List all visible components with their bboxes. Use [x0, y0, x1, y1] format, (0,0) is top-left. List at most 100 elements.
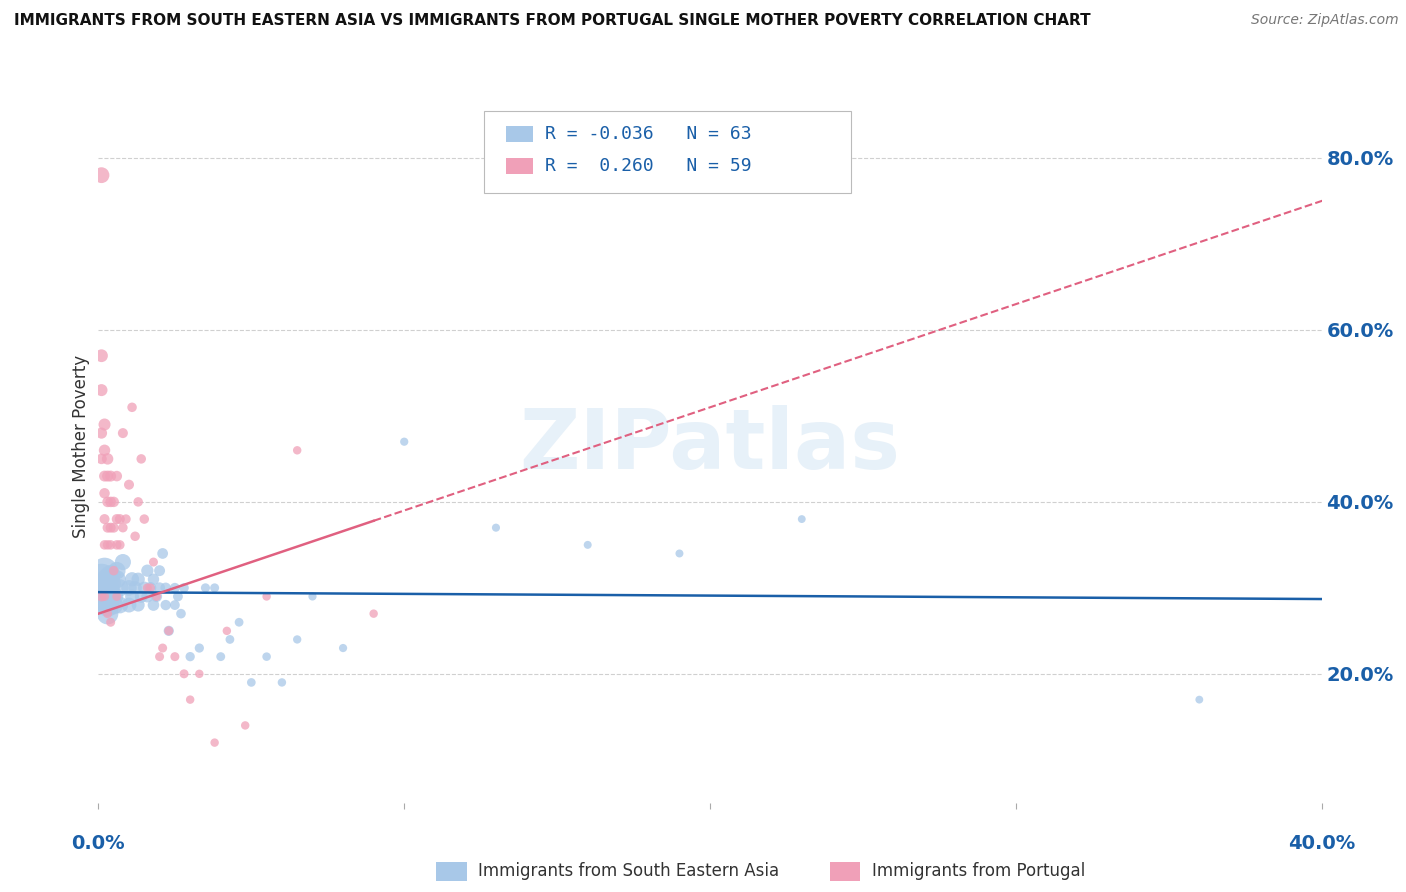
Text: R =  0.260   N = 59: R = 0.260 N = 59: [546, 157, 752, 175]
Point: [301, 590, 323, 604]
Point: [129, 451, 152, 466]
Point: [179, 692, 201, 706]
Point: [118, 581, 141, 595]
Point: [139, 581, 162, 595]
Point: [97, 607, 120, 621]
Point: [127, 598, 149, 612]
Point: [121, 572, 143, 586]
FancyBboxPatch shape: [506, 127, 533, 142]
Point: [392, 434, 416, 449]
Point: [363, 607, 385, 621]
Point: [127, 495, 149, 509]
Point: [111, 555, 134, 569]
Point: [155, 581, 177, 595]
Point: [93, 443, 115, 458]
Point: [124, 581, 146, 595]
Point: [90, 585, 112, 599]
Point: [97, 451, 120, 466]
Point: [157, 624, 180, 638]
Point: [118, 477, 141, 491]
Point: [115, 512, 138, 526]
Point: [90, 572, 112, 586]
Point: [179, 649, 201, 664]
Text: ZIPatlas: ZIPatlas: [520, 406, 900, 486]
Point: [121, 590, 143, 604]
Point: [285, 632, 308, 647]
Point: [93, 469, 115, 483]
Point: [485, 521, 508, 535]
Point: [108, 581, 131, 595]
Point: [90, 426, 112, 441]
Point: [142, 598, 165, 612]
Point: [105, 512, 128, 526]
Point: [90, 168, 112, 182]
Text: 0.0%: 0.0%: [72, 834, 125, 853]
Point: [163, 598, 186, 612]
Point: [100, 538, 122, 552]
Point: [100, 576, 122, 591]
Point: [103, 521, 125, 535]
Point: [240, 675, 263, 690]
Point: [118, 598, 141, 612]
Point: [152, 641, 174, 656]
Point: [188, 641, 211, 656]
Point: [668, 546, 690, 560]
Point: [188, 666, 211, 681]
FancyBboxPatch shape: [484, 111, 851, 193]
Point: [105, 469, 128, 483]
Point: [90, 383, 112, 397]
Point: [790, 512, 813, 526]
Text: 40.0%: 40.0%: [1288, 834, 1355, 853]
Point: [97, 607, 120, 621]
Point: [100, 495, 122, 509]
Point: [270, 675, 292, 690]
Point: [170, 607, 193, 621]
Point: [103, 495, 125, 509]
Point: [332, 641, 354, 656]
Point: [139, 581, 162, 595]
Point: [97, 598, 120, 612]
Point: [93, 590, 115, 604]
Point: [173, 666, 195, 681]
Point: [285, 443, 308, 458]
Text: Immigrants from Portugal: Immigrants from Portugal: [872, 863, 1085, 880]
Point: [121, 401, 143, 415]
Point: [97, 581, 120, 595]
Point: [97, 572, 120, 586]
Point: [576, 538, 599, 552]
Point: [145, 590, 167, 604]
Point: [149, 649, 172, 664]
FancyBboxPatch shape: [506, 159, 533, 174]
Point: [93, 590, 115, 604]
Point: [97, 521, 120, 535]
Text: Source: ZipAtlas.com: Source: ZipAtlas.com: [1251, 13, 1399, 28]
Point: [228, 615, 250, 630]
Point: [105, 590, 128, 604]
Point: [134, 581, 156, 595]
Point: [167, 590, 190, 604]
Point: [256, 590, 278, 604]
Text: R = -0.036   N = 63: R = -0.036 N = 63: [546, 125, 752, 143]
Point: [100, 568, 122, 582]
Point: [204, 581, 226, 595]
Point: [90, 451, 112, 466]
Point: [93, 585, 115, 599]
Point: [1188, 692, 1211, 706]
Point: [215, 624, 238, 638]
Point: [152, 546, 174, 560]
Point: [209, 649, 232, 664]
Point: [97, 469, 120, 483]
Point: [97, 538, 120, 552]
Point: [105, 564, 128, 578]
Text: Immigrants from South Eastern Asia: Immigrants from South Eastern Asia: [478, 863, 779, 880]
Point: [90, 590, 112, 604]
Point: [124, 529, 146, 543]
Point: [142, 572, 165, 586]
Point: [93, 512, 115, 526]
Point: [111, 521, 134, 535]
Point: [145, 590, 167, 604]
Point: [93, 417, 115, 432]
Point: [149, 564, 172, 578]
Point: [105, 572, 128, 586]
Point: [97, 495, 120, 509]
